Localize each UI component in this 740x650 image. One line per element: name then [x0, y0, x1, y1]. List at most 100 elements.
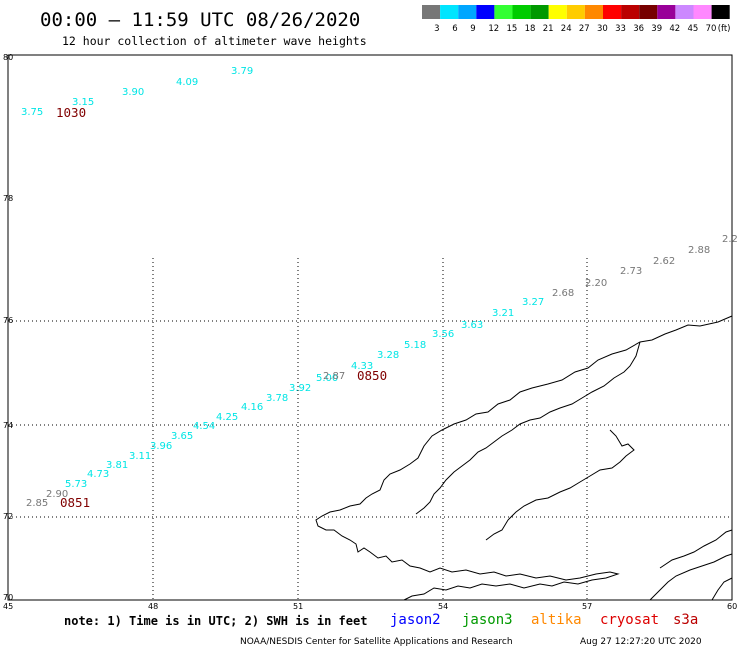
wave-height-value: 3.63: [461, 320, 483, 331]
satellite-jason3: jason3: [462, 612, 513, 628]
pass-time-label: 0851: [60, 495, 90, 510]
lon-label: 45: [3, 602, 13, 611]
lon-label: 60: [727, 602, 737, 611]
legend-label: 9: [470, 24, 475, 34]
legend-swatch: [512, 5, 531, 19]
greenland-coastline: [315, 315, 733, 601]
footer-credit: NOAA/NESDIS Center for Satellite Applica…: [240, 637, 513, 647]
legend-swatch: [675, 5, 694, 19]
legend-swatch: [639, 5, 658, 19]
legend-label: 70: [706, 24, 717, 34]
satellite-jason2: jason2: [390, 612, 441, 628]
legend-label: 30: [597, 24, 608, 34]
legend-swatch: [711, 5, 730, 19]
lat-label: 76: [3, 316, 13, 325]
wave-height-value: 4.54: [193, 421, 215, 432]
lat-label: 70: [3, 593, 13, 602]
wave-height-value: 4.25: [216, 412, 238, 423]
coastline-detail: [485, 429, 635, 541]
legend-label: 6: [452, 24, 457, 34]
graticule: [8, 258, 732, 600]
wave-height-value: 5.73: [65, 479, 87, 490]
legend-swatch: [422, 5, 441, 19]
wave-height-value: 3.92: [289, 383, 311, 394]
legend-swatch: [657, 5, 676, 19]
legend-label: 36: [633, 24, 644, 34]
legend-swatch: [693, 5, 712, 19]
lat-label: 80: [3, 53, 13, 62]
plot-frame: [7, 54, 733, 601]
wave-height-value: 2.68: [552, 288, 574, 299]
legend-swatch: [548, 5, 567, 19]
legend-label: 42: [669, 24, 680, 34]
color-legend-labels: 3 6 9 12 15 18 21 24 27 30 33 36 39 42 45 70 (ft): [434, 24, 730, 34]
legend-label: 39: [651, 24, 662, 34]
coastline-islands: [649, 529, 733, 601]
legend-swatch: [458, 5, 477, 19]
map-title: 00:00 — 11:59 UTC 08/26/2020: [40, 9, 360, 31]
lon-label: 51: [293, 602, 303, 611]
satellite-altika: altika: [531, 612, 582, 628]
legend-label: 24: [561, 24, 572, 34]
pass-time-label: 0850: [357, 368, 387, 383]
wave-height-value: 3.21: [492, 308, 514, 319]
lon-label: 57: [582, 602, 592, 611]
wave-height-value: 3.81: [106, 460, 128, 471]
wave-height-value: 2.20: [585, 278, 607, 289]
lat-label: 78: [3, 194, 13, 203]
map-subtitle: 12 hour collection of altimeter wave hei…: [62, 34, 367, 48]
satellite-cryosat: cryosat: [600, 612, 659, 628]
wave-height-value: 3.65: [171, 431, 193, 442]
wave-height-value: 5.18: [404, 340, 426, 351]
lon-label: 48: [148, 602, 158, 611]
wave-height-value: 2.73: [620, 266, 642, 277]
wave-height-labels: 3.75 3.15 3.90 4.09 3.79 2.852.905.734.733.81…: [21, 66, 738, 509]
wave-height-value: 3.90: [122, 87, 144, 98]
wave-height-value: 3.79: [231, 66, 253, 77]
lon-label: 54: [438, 602, 448, 611]
legend-label: 21: [543, 24, 554, 34]
legend-swatch: [566, 5, 585, 19]
wave-height-value: 2.87: [323, 371, 345, 382]
wave-height-value: 4.16: [241, 402, 263, 413]
legend-label: 33: [615, 24, 626, 34]
wave-height-value: 5.00: [316, 373, 338, 384]
legend-swatch: [603, 5, 622, 19]
legend-swatch: [476, 5, 495, 19]
pass-time-label: 1030: [56, 105, 86, 120]
lon-axis-labels: 45 48 51 54 57 60: [3, 602, 737, 611]
legend-swatch: [584, 5, 603, 19]
wave-height-value: 3.78: [266, 393, 288, 404]
legend-label: 27: [579, 24, 590, 34]
wave-height-value: 2.88: [688, 245, 710, 256]
legend-swatch: [530, 5, 549, 19]
legend-swatch: [440, 5, 459, 19]
satellite-s3a: s3a: [673, 612, 698, 628]
wave-height-value: 3.56: [432, 329, 454, 340]
wave-height-value: 3.27: [522, 297, 544, 308]
wave-height-value: 4.73: [87, 469, 109, 480]
legend-label: 18: [525, 24, 536, 34]
legend-swatch: [494, 5, 513, 19]
legend-label: (ft): [718, 24, 731, 34]
wave-height-value: 2.90: [46, 489, 68, 500]
wave-height-value: 2.2: [722, 234, 738, 245]
wave-height-value: 3.75: [21, 107, 43, 118]
wave-height-value: 4.33: [351, 361, 373, 372]
legend-label: 45: [688, 24, 699, 34]
coastline-interior: [415, 341, 641, 515]
wave-height-value: 3.96: [150, 441, 172, 452]
lat-label: 74: [3, 421, 13, 430]
footer-note: note: 1) Time is in UTC; 2) SWH is in fe…: [64, 614, 367, 628]
wave-height-value: 2.62: [653, 256, 675, 267]
legend-swatch: [621, 5, 640, 19]
wave-height-value: 3.28: [377, 350, 399, 361]
wave-height-value: 2.85: [26, 498, 48, 509]
footer-timestamp: Aug 27 12:27:20 UTC 2020: [580, 637, 702, 647]
lat-axis-labels: 80 78 76 74 72 70: [3, 53, 13, 602]
wave-height-value: 4.09: [176, 77, 198, 88]
color-legend: [422, 5, 730, 19]
lat-label: 72: [3, 512, 13, 521]
legend-label: 12: [488, 24, 499, 34]
